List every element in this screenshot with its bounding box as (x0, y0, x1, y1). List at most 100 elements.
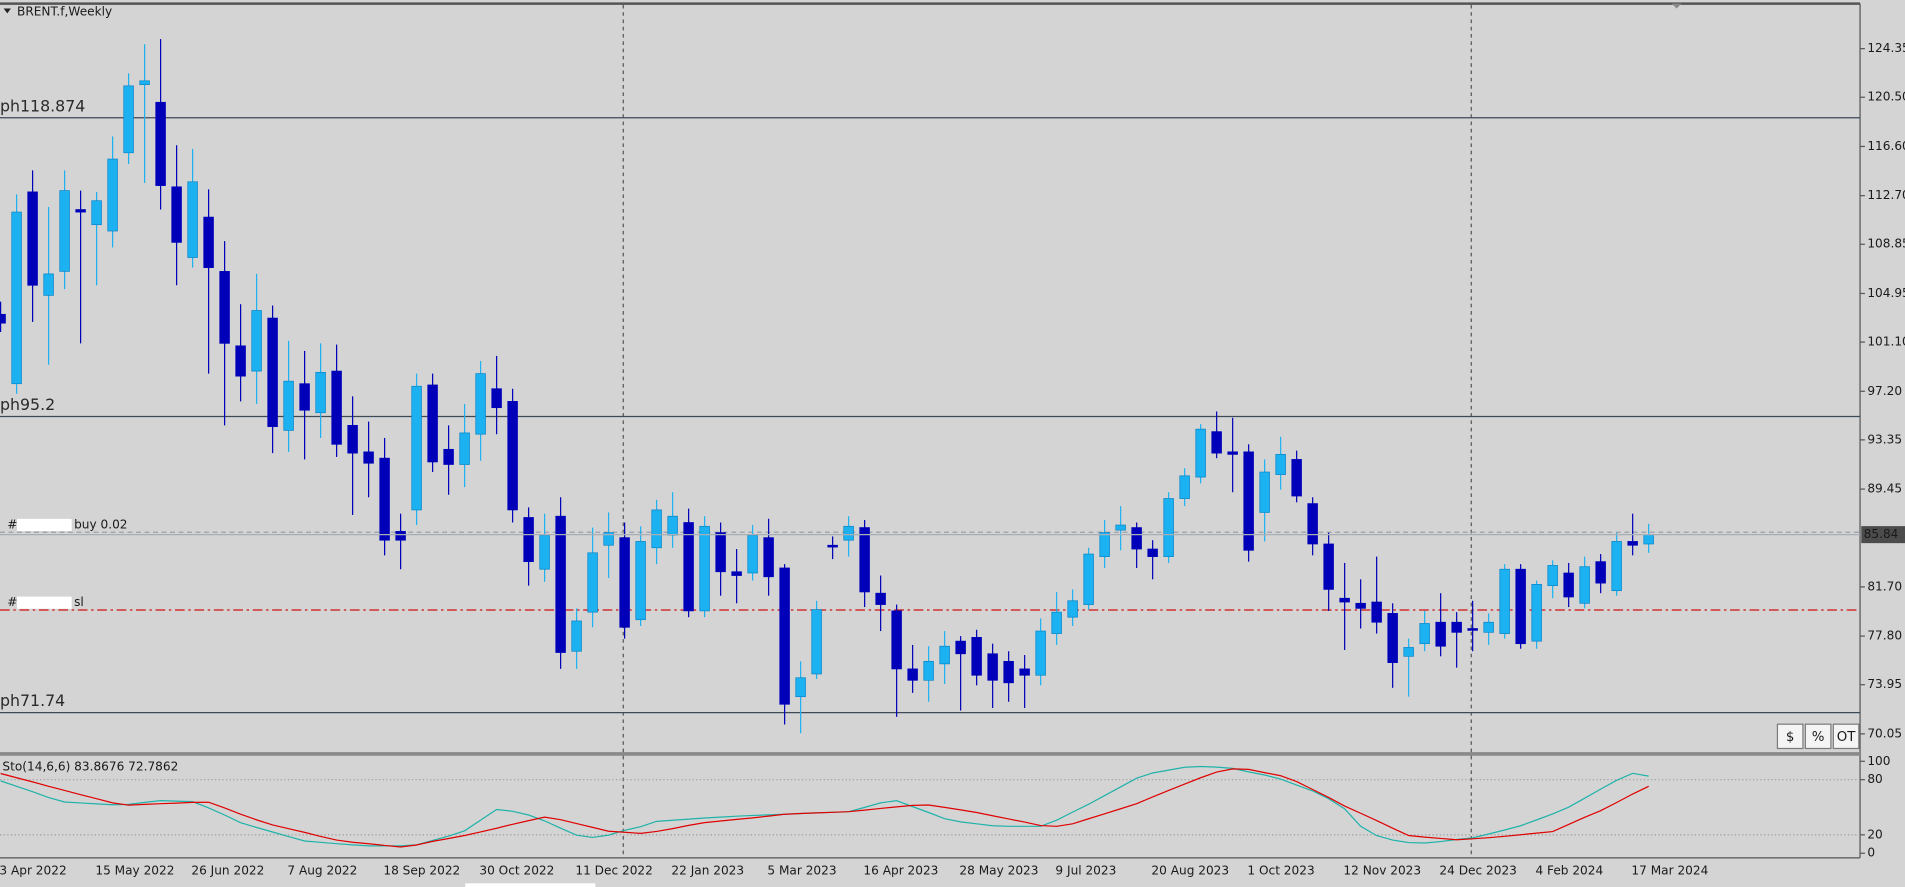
candle-body (1115, 524, 1126, 531)
candle-body (347, 424, 358, 454)
x-tick-label: 26 Jun 2022 (191, 864, 264, 878)
candle-body (843, 525, 854, 541)
y-tick-label: 70.05 (1867, 726, 1902, 740)
candle-body (315, 371, 326, 414)
candle-body (299, 383, 310, 411)
candle-body (331, 370, 342, 445)
candle-body (27, 191, 38, 286)
indicator-value: 72.7862 (128, 759, 178, 773)
candle-body (987, 653, 998, 681)
candle-body (1243, 451, 1254, 551)
candle-body (1275, 454, 1286, 475)
candle-body (1579, 566, 1590, 604)
y-tick-label: 73.95 (1867, 677, 1902, 691)
candle-body (75, 209, 86, 213)
candle-body (491, 388, 502, 409)
indicator-name: Sto(14,6,6) (2, 759, 70, 773)
y-tick-label: 77.80 (1867, 629, 1902, 643)
candle-body (651, 509, 662, 549)
candle-body (1195, 428, 1206, 478)
subwindow-separator (0, 752, 1861, 756)
plot: 124.35 120.50 116.60 112.70 108.85 104.95 101.… (0, 39, 1905, 878)
candle-body (139, 80, 150, 85)
candle-body (1387, 613, 1398, 663)
candle-body (1371, 601, 1382, 623)
candle-body (667, 515, 678, 536)
button[interactable]: $ (1776, 723, 1804, 750)
candle-body (763, 537, 774, 578)
button-label[interactable]: $ (1786, 730, 1794, 745)
scrollbar (465, 883, 596, 887)
shift-marker (1671, 3, 1682, 9)
y-tick-label: 0 (1867, 846, 1875, 860)
candle-body (1227, 451, 1238, 455)
y-tick-label: 20 (1867, 827, 1882, 841)
y-tick-label: 124.35 (1867, 41, 1905, 55)
order-tag: # (7, 595, 17, 609)
candle-body (1643, 534, 1654, 545)
candle-body (1595, 561, 1606, 584)
x-tick-label: 12 Nov 2023 (1343, 864, 1421, 878)
candle-body (1307, 503, 1318, 545)
candle-body (635, 541, 646, 621)
candle-body (219, 271, 230, 344)
y-tick-label: 80 (1867, 772, 1882, 786)
candle-body (0, 313, 6, 324)
x-tick-label: 20 Aug 2023 (1151, 864, 1229, 878)
candle-body (1355, 602, 1366, 609)
candle-body (1067, 600, 1078, 618)
candle-body (411, 385, 422, 511)
button-frame[interactable] (1776, 723, 1804, 750)
button-label[interactable]: % (1812, 730, 1825, 745)
candle-body (1435, 621, 1446, 647)
order-tag: # (7, 517, 17, 531)
candle-body (683, 522, 694, 612)
candle-body (1259, 471, 1270, 513)
button-frame[interactable] (1832, 723, 1860, 750)
candle-body (363, 451, 374, 464)
button-frame[interactable] (1804, 723, 1832, 750)
candle-body (379, 457, 390, 541)
candle-body (891, 610, 902, 670)
candle-body (1483, 621, 1494, 633)
x-tick-label: 5 Mar 2023 (767, 864, 836, 878)
candle-body (1451, 621, 1462, 633)
candle-body (1003, 660, 1014, 684)
candle-body (1531, 583, 1542, 642)
indicator-value: 83.8676 (74, 759, 124, 773)
candle-body (939, 645, 950, 665)
candle-body (283, 380, 294, 431)
candle-body (91, 200, 102, 226)
y-tick-label: 108.85 (1867, 237, 1905, 251)
candle-body (555, 515, 566, 653)
level-label: ph71.74 (0, 691, 65, 710)
x-tick-label: 28 May 2023 (959, 864, 1038, 878)
candle-body (251, 310, 262, 372)
candle-body (43, 273, 54, 296)
candle-body (459, 432, 470, 465)
candle-body (123, 85, 134, 154)
menu-triangle[interactable] (3, 8, 11, 14)
candle-body (267, 317, 278, 427)
y-tick-label: 93.35 (1867, 432, 1902, 446)
button[interactable]: OT (1832, 723, 1860, 750)
candle-body (619, 537, 630, 628)
candle-body (779, 567, 790, 705)
candle-body (715, 532, 726, 573)
candle-body (587, 552, 598, 613)
candle-body (875, 592, 886, 605)
button[interactable]: % (1804, 723, 1832, 750)
y-tick-label: 101.10 (1867, 335, 1905, 349)
candle-body (1563, 572, 1574, 598)
candle-body (1147, 548, 1158, 557)
candle-body (1131, 527, 1142, 550)
candle-body (171, 186, 182, 243)
y-tick-label: 100 (1867, 754, 1890, 768)
candle-body (1515, 568, 1526, 645)
button-label[interactable]: OT (1837, 730, 1857, 745)
redaction (17, 518, 72, 532)
candle-body (11, 211, 22, 385)
candle-body (1051, 611, 1062, 634)
